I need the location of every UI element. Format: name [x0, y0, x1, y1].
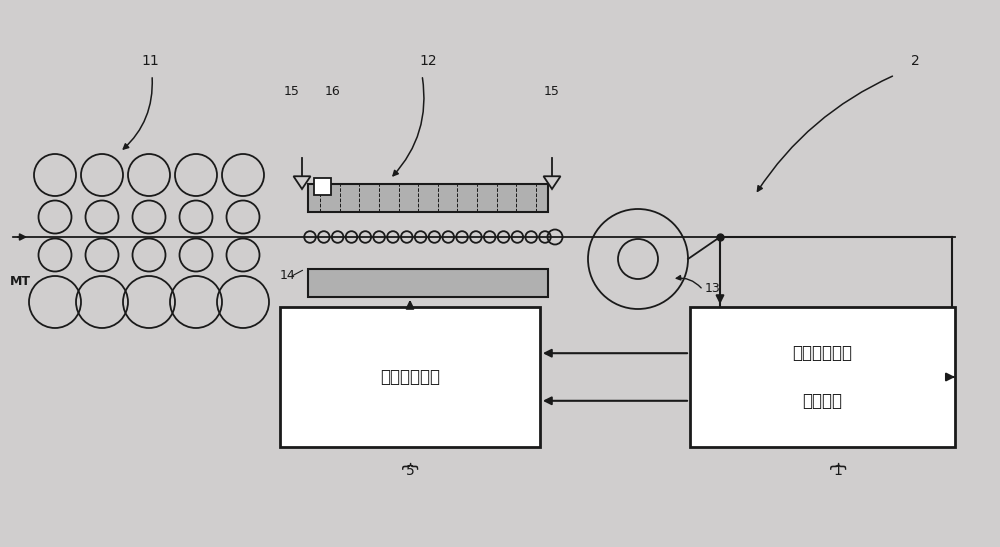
Text: 5: 5	[406, 464, 414, 478]
Text: 11: 11	[141, 54, 159, 68]
Text: 温度控制装置: 温度控制装置	[380, 368, 440, 386]
Text: }: }	[401, 458, 419, 469]
Bar	[308, 269, 548, 297]
Bar	[308, 184, 548, 212]
Text: 12: 12	[419, 54, 437, 68]
Text: 1: 1	[833, 464, 842, 478]
Text: 金属材料组织: 金属材料组织	[792, 344, 852, 362]
Text: 预测装置: 预测装置	[802, 392, 842, 410]
Text: 15: 15	[284, 85, 300, 98]
Text: 16: 16	[325, 85, 340, 98]
Bar	[314, 178, 331, 195]
Bar	[690, 307, 955, 447]
Text: 2: 2	[911, 54, 919, 68]
Text: 15: 15	[544, 85, 560, 98]
Text: }: }	[828, 458, 846, 469]
Text: 13: 13	[705, 282, 721, 295]
Text: MT: MT	[10, 275, 31, 288]
Bar	[280, 307, 540, 447]
Text: 14: 14	[280, 269, 296, 282]
